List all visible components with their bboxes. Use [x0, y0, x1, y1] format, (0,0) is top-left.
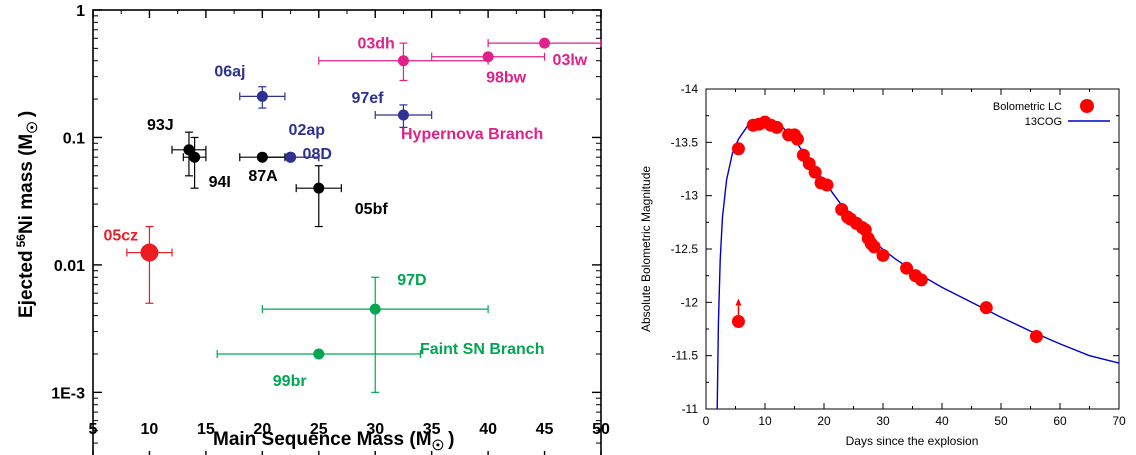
point-label-94I: 94I: [209, 174, 231, 191]
data-point-87A: [256, 151, 268, 163]
point-label-87A: 87A: [248, 168, 278, 185]
right-chart: 0 10 20 30 40 50 60 70 -14 -13.5 -13 -12.5 -12 -11.5…: [639, 82, 1126, 448]
annotation-hypernova-branch: Hypernova Branch: [401, 126, 543, 143]
annotation-faint-sn-branch: Faint SN Branch: [420, 341, 544, 358]
right-y-tick-label: -12: [681, 295, 699, 309]
right-x-axis-label: Days since the explosion: [846, 434, 979, 448]
lc-data-point: [867, 240, 881, 254]
left-chart: 5 10 15 20 25 30 35 40 45 50 1 0.1 0.01 1E-3 03dh 98b…: [14, 3, 610, 455]
point-label-03lw: 03lw: [553, 52, 588, 69]
point-label-93J: 93J: [147, 117, 174, 134]
left-x-tick-label: 25: [310, 421, 328, 438]
lc-data-point: [900, 261, 914, 275]
left-y-tick-label: 0.1: [63, 130, 85, 147]
right-x-tick-label: 40: [935, 414, 949, 428]
right-axis-ticks: [705, 88, 1120, 410]
data-point-99br: [313, 348, 325, 360]
legend-marker-bolometric: [1080, 99, 1094, 113]
point-label-02ap: 02ap: [289, 122, 326, 139]
left-axis-ticks: [92, 9, 602, 455]
right-y-tick-label: -13.5: [671, 135, 699, 149]
right-x-tick-label: 70: [1112, 414, 1126, 428]
lc-data-point: [808, 165, 822, 179]
data-point-97ef: [397, 109, 409, 121]
lc-data-point: [770, 120, 784, 134]
data-point-97D: [369, 303, 381, 315]
point-label-98bw: 98bw: [486, 70, 527, 87]
right-y-tick-label: -11: [682, 402, 699, 416]
right-x-tick-label: 60: [1053, 414, 1067, 428]
point-label-97D: 97D: [397, 272, 426, 289]
data-point-98bw: [482, 51, 494, 63]
left-x-tick-label: 35: [423, 421, 441, 438]
data-point-05cz: [140, 243, 159, 262]
upper-limit-marker: [731, 298, 745, 329]
lc-data-point: [731, 142, 745, 156]
data-point-03lw: [539, 37, 551, 49]
left-x-axis-label: Main Sequence Mass (M☉): [213, 429, 454, 453]
right-y-tick-label: -13: [681, 189, 699, 203]
legend-label-13cog: 13COG: [1025, 116, 1062, 128]
left-x-tick-label: 40: [479, 421, 497, 438]
data-point-94I: [189, 151, 201, 163]
left-x-tick-label: 10: [141, 421, 159, 438]
left-annotations: Hypernova Branch Faint SN Branch: [401, 126, 544, 358]
left-x-tick-label: 15: [197, 421, 215, 438]
lc-data-point: [790, 132, 804, 146]
upper-limit-point: [731, 315, 745, 329]
left-y-axis-label: Ejected56Ni mass (M☉): [14, 111, 40, 318]
point-label-03dh: 03dh: [357, 36, 394, 53]
point-label-97ef: 97ef: [351, 90, 384, 107]
left-x-tick-labels: 5 10 15 20 25 30 35 40 45 50: [89, 421, 610, 438]
right-x-tick-label: 10: [758, 414, 772, 428]
right-y-tick-label: -11.5: [672, 349, 699, 363]
left-y-tick-label: 1: [76, 3, 85, 20]
left-y-tick-labels: 1 0.1 0.01 1E-3: [51, 3, 85, 402]
lc-data-point: [979, 301, 993, 315]
lc-data-point: [1029, 329, 1043, 343]
upper-limit-arrow-head: [735, 298, 742, 306]
data-point-08D: [285, 151, 297, 163]
left-point-labels: 03dh 98bw 03lw 06aj 97ef 02ap 08D 93J 94I 87A 05bf…: [103, 36, 587, 390]
right-y-tick-label: -14: [681, 82, 699, 96]
right-y-tick-labels: -14 -13.5 -13 -12.5 -12 -11.5 -11: [671, 82, 699, 416]
right-x-tick-label: 0: [703, 414, 710, 428]
point-label-06aj: 06aj: [214, 63, 245, 80]
right-x-tick-label: 30: [876, 414, 890, 428]
right-x-tick-label: 20: [817, 414, 831, 428]
right-plot-frame: [705, 88, 1120, 410]
data-point-05bf: [313, 182, 325, 194]
left-data-points: [140, 37, 551, 360]
left-x-tick-label: 50: [592, 421, 610, 438]
left-x-tick-label: 45: [536, 421, 554, 438]
legend-label-bolometric: Bolometric LC: [993, 101, 1062, 113]
right-x-tick-label: 50: [994, 414, 1008, 428]
point-label-99br: 99br: [273, 373, 307, 390]
point-label-05cz: 05cz: [103, 228, 138, 245]
left-y-tick-label: 1E-3: [51, 385, 85, 402]
left-x-tick-label: 30: [366, 421, 384, 438]
model-curve-13cog: [716, 118, 1120, 410]
point-label-08D: 08D: [303, 146, 332, 163]
left-x-tick-label: 5: [89, 421, 98, 438]
lc-data-point: [820, 178, 834, 192]
right-legend: Bolometric LC 13COG: [993, 99, 1110, 128]
data-point-03dh: [397, 55, 409, 67]
lc-data-point: [914, 273, 928, 287]
right-y-axis-label: Absolute Bolometric Magnitude: [639, 166, 653, 332]
data-point-06aj: [256, 90, 268, 102]
bolometric-lc-points: [731, 115, 1043, 343]
lc-data-point: [876, 248, 890, 262]
left-x-tick-label: 20: [253, 421, 271, 438]
right-y-tick-label: -12.5: [671, 242, 699, 256]
left-y-tick-label: 0.01: [54, 258, 85, 275]
point-label-05bf: 05bf: [355, 201, 389, 218]
right-x-tick-labels: 0 10 20 30 40 50 60 70: [703, 414, 1126, 428]
